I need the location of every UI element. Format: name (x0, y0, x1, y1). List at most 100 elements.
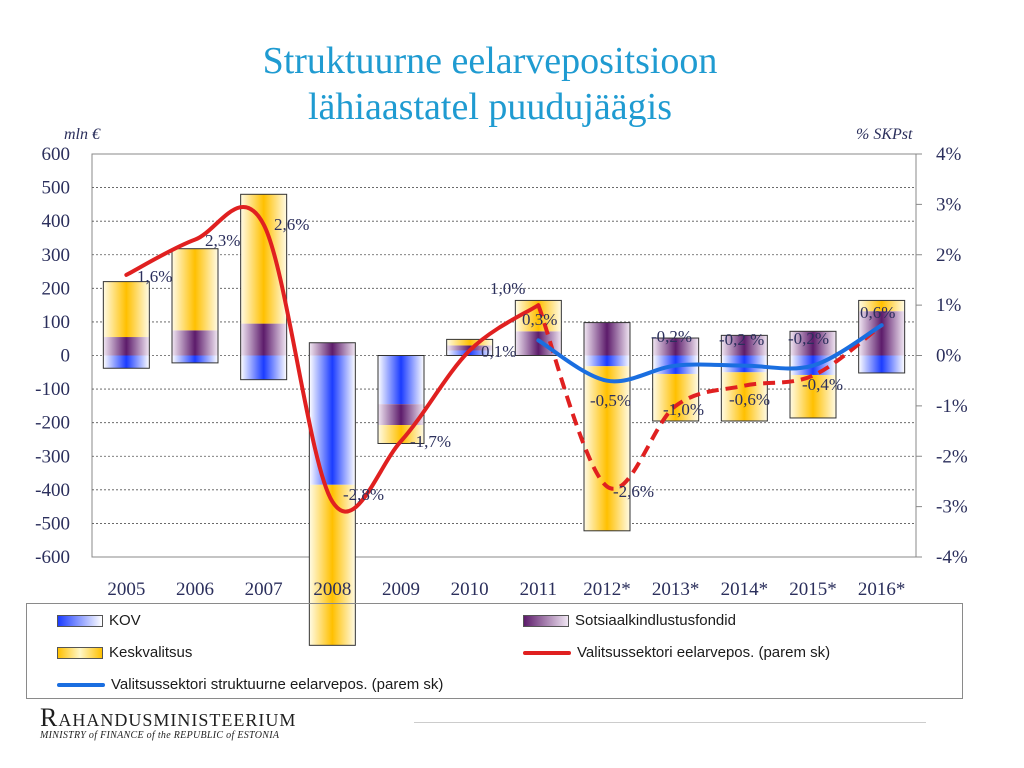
y-tick-label: 300 (42, 245, 71, 266)
bar-outline (583, 322, 631, 532)
keskvalitsus-swatch (57, 646, 103, 659)
x-tick-label: 2013* (652, 579, 700, 600)
footer-divider (414, 722, 926, 723)
data-label: 0,1% (481, 342, 516, 361)
legend-item-blue-line: Valitsussektori struktuurne eelarvepos. … (57, 676, 443, 693)
y-tick-label: 500 (42, 178, 71, 199)
keskvalitsus-bar (240, 194, 287, 324)
y2-tick-label: -2% (936, 446, 968, 467)
y-tick-label: 200 (42, 278, 71, 299)
bar-outline (102, 281, 150, 369)
bar-outline (308, 342, 356, 646)
x-tick-label: 2015* (789, 579, 837, 600)
data-label: 1,6% (137, 267, 172, 286)
legend-item-sotsiaal: Sotsiaalkindlustusfondid (523, 612, 736, 629)
right-axis-unit: % SKPst (856, 126, 913, 143)
data-label: -0,4% (802, 375, 843, 394)
x-tick-label: 2009 (382, 579, 420, 600)
keskvalitsus-bar (103, 281, 150, 338)
y-tick-label: -100 (35, 379, 70, 400)
sotsiaal-bar (584, 322, 630, 356)
red-line-forecast (536, 304, 883, 491)
data-label: -1,0% (663, 400, 704, 419)
legend-label-red: Valitsussektori eelarvepos. (parem sk) (577, 644, 831, 661)
bar-outline (240, 193, 288, 381)
data-label: -0,2% (651, 327, 692, 346)
y2-tick-label: -3% (936, 497, 968, 518)
kov-bar (858, 355, 905, 373)
data-label: -2,6% (613, 482, 654, 501)
y-tick-label: 400 (42, 211, 71, 232)
bar-outline (446, 338, 494, 357)
sotsiaal-swatch (523, 614, 569, 627)
ministry-subtitle: MINISTRY of FINANCE of the REPUBLIC of E… (40, 730, 280, 741)
y2-tick-label: -4% (936, 547, 968, 568)
sotsiaal-bar (721, 335, 768, 356)
keskvalitsus-bar (790, 374, 836, 418)
y2-tick-label: 4% (936, 144, 962, 165)
sotsiaal-bar (103, 337, 150, 356)
bar-outline (652, 337, 700, 422)
data-label: -0,2% (788, 329, 829, 348)
x-tick-label: 2016* (858, 579, 906, 600)
data-label: -0,2 % (719, 330, 764, 349)
tick-labels: 600 500 400 300 200 100 0 -100 -200 -300 -400 -500 -… (35, 144, 968, 600)
kov-bar (309, 355, 356, 485)
red-line-swatch (523, 650, 571, 655)
blue-line-swatch (57, 682, 105, 687)
bar-outline (789, 330, 837, 419)
legend-label-kov: KOV (109, 612, 141, 629)
y2-tick-label: 3% (936, 194, 962, 215)
title-line-1: Struktuurne eelarvepositsioon (262, 40, 718, 82)
data-label: 2,3% (205, 231, 240, 250)
bar-outline (514, 299, 562, 357)
data-label: 0,6% (860, 303, 895, 322)
x-tick-label: 2008 (313, 579, 351, 600)
lines (124, 205, 884, 514)
y2-tick-label: 2% (936, 245, 962, 266)
y-tick-label: 100 (42, 312, 71, 333)
data-label: -1,7% (410, 432, 451, 451)
gridlines (92, 187, 916, 524)
y-tick-label: -400 (35, 480, 70, 501)
ministry-logo-text: Rahandusministeerium (40, 703, 297, 732)
x-tick-label: 2005 (107, 579, 145, 600)
data-label: -2,8% (343, 485, 384, 504)
y-tick-label: -500 (35, 513, 70, 534)
data-label: -0,6% (729, 390, 770, 409)
x-tick-label: 2014* (721, 579, 769, 600)
x-tick-label: 2011 (520, 579, 557, 600)
data-labels: 1,6% 2,3% 2,6% -2,8% -1,7% 0,1% 1,0% -2,6% -1,0%… (137, 215, 895, 504)
legend-label-sotsiaal: Sotsiaalkindlustusfondid (575, 612, 736, 629)
title-line-2: lähiaastatel puudujäägis (307, 86, 673, 128)
sotsiaal-bar (652, 338, 699, 356)
legend-item-kov: KOV (57, 612, 141, 629)
x-tick-label: 2010 (451, 579, 489, 600)
kov-bar (240, 355, 287, 380)
y-tick-label: 0 (61, 346, 71, 367)
bar-outline (171, 248, 219, 364)
legend: KOV Sotsiaalkindlustusfondid Keskvalitsu… (26, 603, 963, 699)
keskvalitsus-bar (858, 300, 905, 312)
bar-outline (858, 299, 906, 374)
y2-tick-label: -1% (936, 396, 968, 417)
x-tick-label: 2012* (583, 579, 631, 600)
kov-bar (584, 355, 630, 367)
kov-bar (103, 355, 150, 369)
sotsiaal-bar (378, 404, 424, 426)
y-tick-label: -200 (35, 413, 70, 434)
bar-outline (720, 334, 768, 422)
data-label: 1,0% (490, 279, 525, 298)
kov-swatch (57, 614, 103, 627)
blue-line (536, 323, 884, 384)
data-label: -0,5% (590, 391, 631, 410)
data-label: 2,6% (274, 215, 309, 234)
y2-tick-label: 0% (936, 346, 962, 367)
y-tick-label: 600 (42, 144, 71, 165)
y2-tick-label: 1% (936, 295, 962, 316)
sotsiaal-bar (309, 342, 356, 356)
keskvalitsus-bar (172, 248, 218, 331)
y-tick-label: -300 (35, 446, 70, 467)
x-tick-label: 2007 (245, 579, 283, 600)
left-axis-unit: mln € (64, 126, 101, 143)
